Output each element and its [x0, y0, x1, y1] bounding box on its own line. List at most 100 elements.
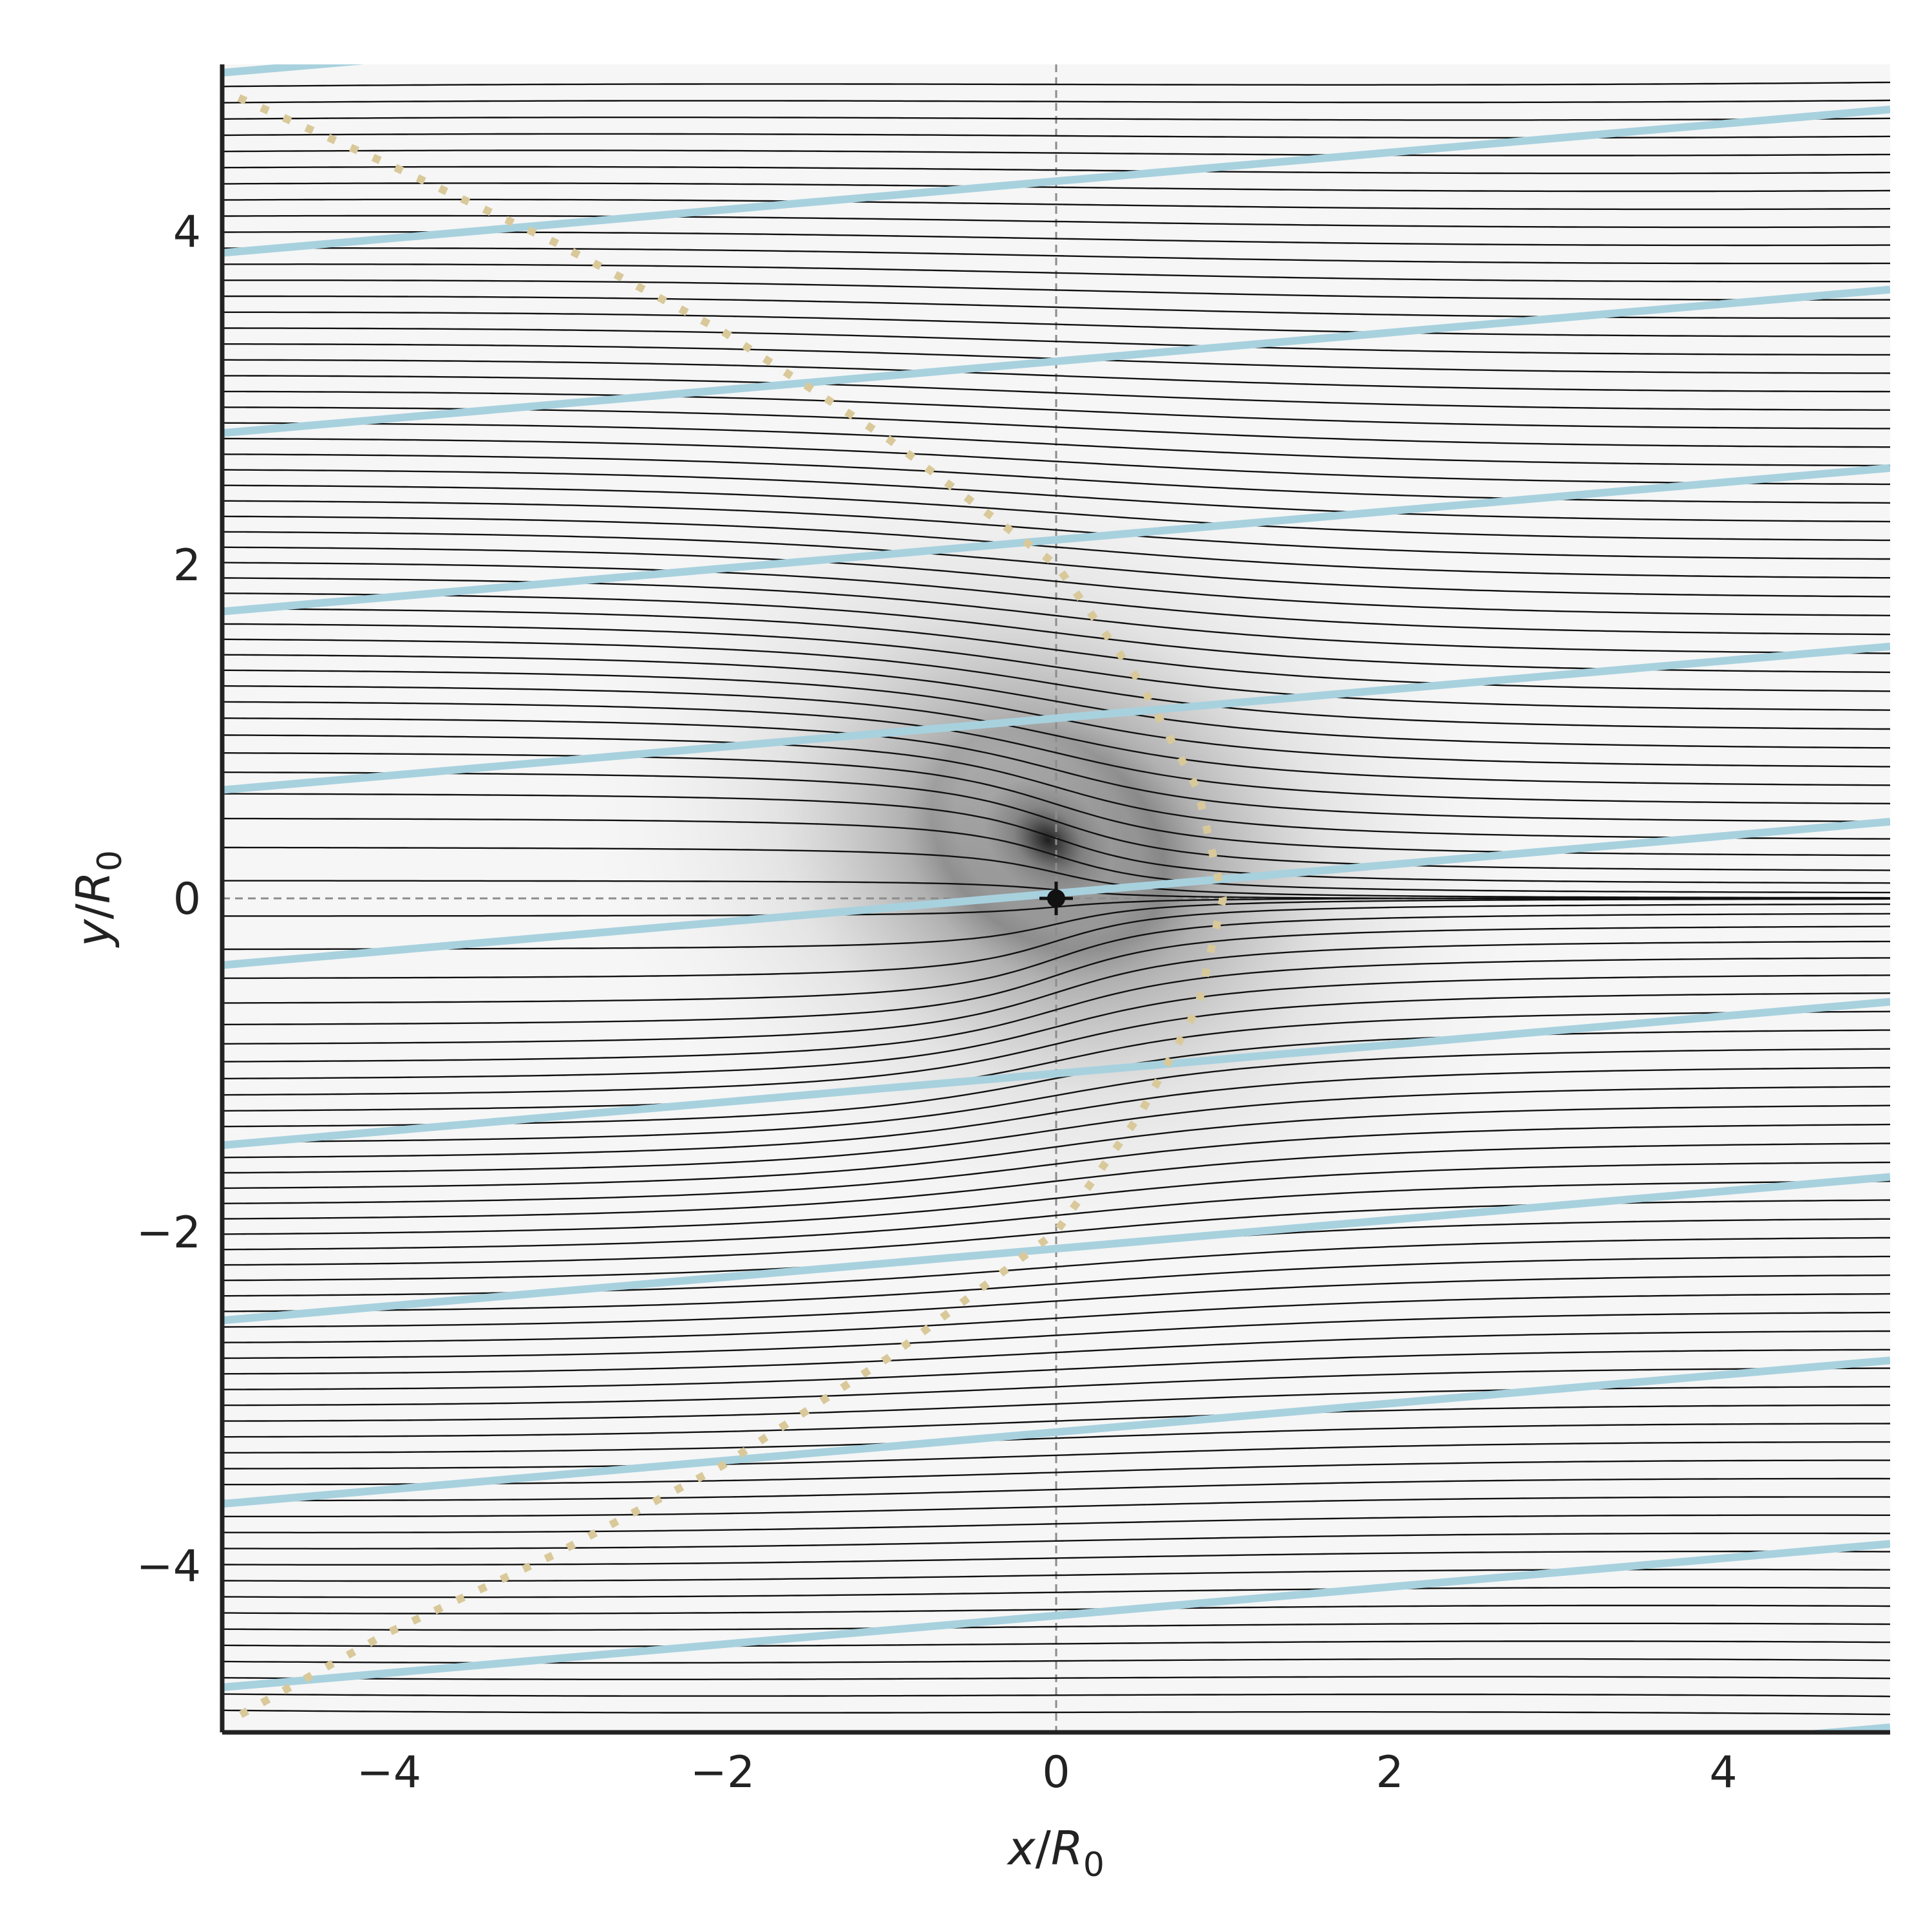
trajectory-line: [222, 1066, 1890, 1159]
y-axis-label-sub: 0: [91, 850, 129, 871]
trajectory-line: [222, 654, 1890, 749]
trajectory-line: [222, 133, 1890, 139]
tilted-line: [222, 1173, 1890, 1325]
trajectory-line: [222, 214, 1890, 229]
x-axis-label-sep: /: [1036, 1821, 1052, 1875]
y-tick-labels: −4 −2 0 2 4: [137, 207, 201, 1592]
trajectory-line: [222, 1048, 1890, 1143]
tilted-line: [222, 464, 1890, 616]
trajectory-line: [222, 1255, 1890, 1312]
dotted-boundary: [236, 94, 1227, 1719]
trajectory-line: [222, 638, 1890, 730]
y-axis-label: y/R0: [66, 850, 129, 948]
trajectory-line: [222, 974, 1890, 1079]
trajectory-line: [222, 577, 1890, 654]
trajectory-line: [222, 1386, 1890, 1422]
trajectory-line: [222, 1010, 1890, 1112]
trajectory-line: [222, 198, 1890, 211]
trajectory-line: [222, 1311, 1890, 1359]
tilted-line: [222, 1540, 1890, 1692]
trajectory-line: [222, 279, 1890, 301]
trajectory-line: [222, 166, 1890, 175]
trajectory-line: [222, 263, 1890, 283]
trajectory-line: [222, 81, 1890, 88]
markers: [1039, 882, 1073, 915]
trajectory-line: [222, 1640, 1890, 1647]
tilted-lines: [222, 64, 1890, 1732]
trajectory-line: [222, 469, 1890, 523]
trajectory-line: [222, 957, 1890, 1063]
y-tick-label: 4: [173, 207, 201, 258]
trajectory-line: [222, 701, 1890, 804]
trajectory-line: [222, 1622, 1890, 1631]
trajectory-line: [222, 1441, 1890, 1470]
trajectory-line: [222, 913, 1890, 1004]
trajectory-line: [222, 437, 1890, 486]
x-tick-label: 0: [1042, 1747, 1070, 1798]
trajectory-line: [222, 515, 1890, 579]
trajectory-line: [222, 1514, 1890, 1533]
trajectory-line: [222, 817, 1890, 894]
x-tick-labels: −4 −2 0 2 4: [357, 1747, 1738, 1798]
x-tick-label: 4: [1709, 1747, 1737, 1798]
trajectory-line: [222, 1423, 1890, 1454]
y-axis-label-sep: /: [66, 903, 120, 919]
trajectory-line: [222, 546, 1890, 616]
trajectory-line: [222, 846, 1890, 899]
trajectory-line: [222, 1330, 1890, 1375]
trajectory-line: [222, 562, 1890, 636]
trajectory-line: [222, 375, 1890, 411]
y-tick-label: −2: [137, 1208, 201, 1258]
trajectory-line: [222, 1604, 1890, 1615]
tilted-line: [222, 285, 1890, 437]
trajectory-line: [222, 1550, 1890, 1566]
y-tick-label: 0: [173, 874, 201, 925]
trajectory-line: [222, 752, 1890, 857]
tilted-line: [222, 1356, 1890, 1508]
axes: [220, 64, 1890, 1735]
trajectory-line: [222, 1349, 1890, 1390]
x-tick-label: 2: [1376, 1747, 1403, 1798]
reference-lines: [222, 64, 1890, 1732]
trajectory-line: [222, 925, 1890, 1026]
trajectory-line: [222, 182, 1890, 193]
dotted-boundary-path: [236, 94, 1227, 1719]
x-tick-label: −2: [690, 1747, 755, 1798]
x-tick-label: −4: [357, 1747, 421, 1798]
trajectory-line: [222, 117, 1890, 121]
center-marker-dot: [1047, 889, 1065, 907]
trajectory-line: [222, 422, 1890, 467]
trajectory-line: [222, 359, 1890, 393]
trajectory-line: [222, 453, 1890, 504]
trajectory-line: [222, 1586, 1890, 1598]
trajectory-line: [222, 1123, 1890, 1204]
trajectory-line: [222, 1104, 1890, 1189]
tilted-line: [222, 105, 1890, 257]
x-axis-label: x/R0: [1007, 1821, 1104, 1884]
trajectory-line: [222, 903, 1890, 980]
trajectory-line: [222, 1293, 1890, 1343]
tilted-line: [222, 64, 365, 77]
trajectory-line: [222, 734, 1890, 840]
trajectory-line: [222, 531, 1890, 598]
trajectory-line: [222, 1086, 1890, 1174]
trajectory-line: [222, 793, 1890, 884]
trajectory-line: [222, 149, 1890, 156]
tilted-line: [222, 642, 1890, 794]
trajectory-line: [222, 1496, 1890, 1517]
y-tick-label: 2: [173, 540, 201, 591]
trajectory-line: [222, 623, 1890, 711]
y-tick-label: −4: [137, 1541, 201, 1592]
trajectory-line: [222, 1180, 1890, 1251]
x-axis-label-sym: R: [1051, 1821, 1083, 1875]
trajectory-line: [222, 1477, 1890, 1502]
trajectory-line: [222, 311, 1890, 337]
trajectory-line: [222, 685, 1890, 786]
trajectory-line: [222, 390, 1890, 430]
x-axis-label-var: x: [1007, 1821, 1036, 1875]
trajectory-line: [222, 898, 1890, 951]
x-axis-label-sub: 0: [1083, 1846, 1104, 1884]
trajectory-line: [222, 607, 1890, 692]
trajectory-line: [222, 1274, 1890, 1328]
trajectory-line: [222, 1676, 1890, 1680]
